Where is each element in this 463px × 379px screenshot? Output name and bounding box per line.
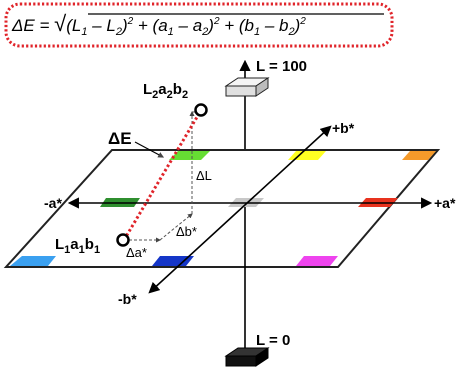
p2-l: L [143, 81, 152, 98]
delta-l-label: ΔL [196, 168, 212, 183]
black-block [224, 347, 270, 367]
p2-l-sub: 2 [152, 89, 158, 101]
formula-term3-sub2: 2 [288, 26, 295, 38]
p1-a: a [70, 236, 79, 253]
plus-a-label: +a* [434, 195, 456, 211]
formula-term1-sub1: 1 [81, 26, 87, 38]
delta-b-line [159, 213, 193, 241]
formula-term2-exp: 2 [213, 16, 220, 27]
delta-e-formula: ΔE = √(L1 – L2)2 + (a1 – a2)2 + (b1 – b2… [11, 11, 306, 38]
formula-term1-mid: – L [87, 16, 115, 35]
formula-term3-mid: – b [260, 16, 288, 35]
formula-term3-sub1: 1 [254, 26, 260, 38]
point-1-label: L1a1b1 [55, 236, 100, 256]
p1-l: L [55, 236, 64, 253]
formula-term1-close: ) [120, 16, 128, 35]
p1-l-sub: 1 [64, 244, 70, 256]
minus-a-label: -a* [44, 195, 62, 211]
b-axis [148, 125, 332, 294]
l-100-label: L = 100 [256, 58, 307, 75]
minus-b-label: -b* [118, 291, 137, 307]
formula-term1-exp: 2 [127, 16, 134, 27]
formula-lhs: ΔE = [11, 16, 54, 35]
p1-a-sub: 1 [79, 244, 85, 256]
formula-term2-sub2: 2 [201, 26, 208, 38]
point-1-marker [116, 233, 130, 247]
p2-a: a [158, 81, 167, 98]
p2-a-sub: 2 [167, 89, 173, 101]
patch-orange [402, 151, 436, 160]
p2-b: b [173, 81, 182, 98]
p1-b: b [85, 236, 94, 253]
formula-plus2: + (b [220, 16, 255, 35]
p2-b-sub: 2 [182, 89, 188, 101]
point-2-marker [194, 103, 208, 117]
formula-term2-close: ) [206, 16, 214, 35]
p1-b-sub: 1 [94, 244, 100, 256]
formula-term1: (L [66, 16, 81, 35]
delta-a-label: Δa* [126, 245, 147, 260]
white-block [224, 77, 270, 97]
point-2-label: L2a2b2 [143, 81, 188, 101]
formula-radical: √ [54, 11, 67, 36]
patch-light-blue [10, 256, 56, 266]
formula-plus1: + (a [133, 16, 168, 35]
delta-e-pointer [134, 141, 165, 158]
delta-b-label: Δb* [176, 224, 197, 239]
formula-term2-mid: – a [174, 16, 202, 35]
l-0-label: L = 0 [256, 332, 290, 349]
formula-term1-sub2: 2 [115, 26, 122, 38]
plus-b-label: +b* [332, 120, 355, 136]
formula-term2-sub1: 1 [168, 26, 174, 38]
delta-e-label: ΔE [108, 129, 132, 148]
formula-term3-exp: 2 [299, 16, 306, 27]
formula-term3-close: ) [293, 16, 301, 35]
